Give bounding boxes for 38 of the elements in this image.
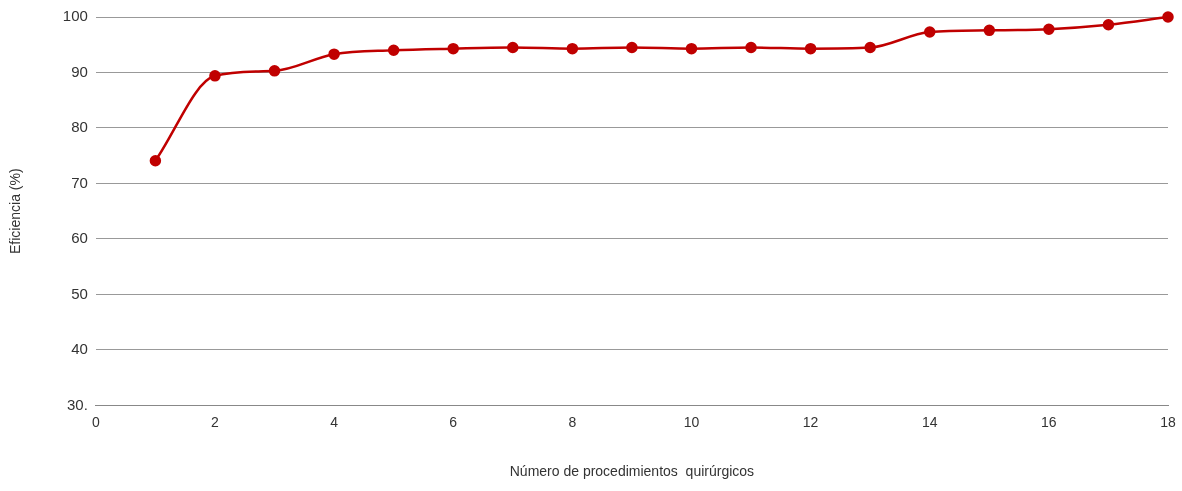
y-tick-label: 90: [71, 62, 88, 80]
point: [328, 48, 340, 60]
y-tick-label: 70: [71, 173, 88, 191]
point: [507, 41, 519, 54]
point: [447, 42, 459, 55]
y-axis-title: Eficiencia (%): [7, 168, 24, 254]
x-tick-label: 16: [1041, 413, 1057, 430]
point: [745, 41, 757, 54]
point: [268, 65, 281, 77]
y-tick-label: 30.: [66, 395, 88, 413]
point: [1102, 19, 1115, 31]
x-tick-label: 6: [449, 413, 458, 430]
y-tick-label: 80: [71, 118, 88, 136]
point: [804, 42, 817, 55]
point: [149, 154, 162, 167]
x-tick-label: 14: [921, 413, 938, 430]
point: [983, 24, 996, 37]
point: [626, 41, 638, 54]
x-tick-label: 8: [568, 413, 577, 430]
point: [685, 42, 698, 55]
point: [387, 44, 400, 57]
point: [864, 41, 876, 54]
y-tick-label: 100: [62, 7, 88, 25]
y-tick-label: 60: [71, 229, 88, 247]
point: [1162, 11, 1174, 23]
point: [566, 42, 579, 55]
x-tick-label: 10: [683, 413, 700, 430]
x-tick-label: 2: [211, 413, 220, 430]
x-tick-label: 0: [91, 413, 100, 430]
point: [923, 26, 936, 38]
point: [209, 70, 221, 82]
x-tick-label: 12: [802, 413, 819, 430]
y-tick-label: 50: [71, 284, 88, 302]
point: [1043, 23, 1055, 35]
x-tick-label: 4: [330, 413, 339, 430]
y-tick-label: 40: [71, 340, 88, 358]
x-axis-title: Número de procedimientos quirúrgicos: [509, 463, 755, 480]
x-tick-label: 18: [1160, 413, 1176, 430]
